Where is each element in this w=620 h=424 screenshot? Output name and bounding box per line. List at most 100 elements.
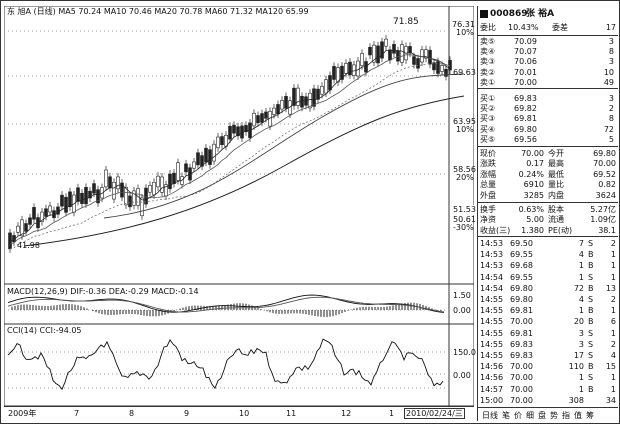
- tick-time: 14:56: [480, 362, 504, 372]
- panel-tab[interactable]: 盘: [538, 411, 546, 420]
- ma60-line: [103, 73, 465, 219]
- quote-row: 总量 6910 量比 0.82: [478, 180, 618, 190]
- quote-row: 外盘 3285 内盘 3624: [478, 191, 618, 201]
- tick-volume: 110: [568, 362, 584, 372]
- tick-side: B: [588, 306, 594, 316]
- candle-body: [64, 196, 68, 213]
- x-axis-label: 7: [74, 409, 80, 418]
- sell-order-row: 卖⑤ 70.09 3: [478, 37, 618, 47]
- macd-title: MACD(12,26,9) DIF:-0.36 DEA:-0.29 MACD:-…: [7, 287, 199, 296]
- order-label: 买①: [480, 94, 496, 103]
- candle-body: [24, 223, 28, 232]
- candle-body: [384, 38, 388, 47]
- candle-body: [120, 182, 124, 198]
- stat-value: 5.00: [526, 215, 544, 225]
- panel-tab[interactable]: 筹: [586, 411, 594, 420]
- panel-tab[interactable]: 价: [514, 411, 522, 420]
- stat-label: 净资: [480, 215, 496, 225]
- candle-body: [292, 87, 296, 106]
- tick-row: 14:55 69.81 3 S 1: [478, 329, 618, 339]
- weicha-value: 17: [605, 23, 616, 32]
- candle-body: [152, 181, 156, 196]
- macd-y-label: 1.50: [453, 291, 471, 300]
- buy-order-row: 买④ 69.80 72: [478, 125, 618, 135]
- candle-body: [328, 75, 332, 91]
- cci-y-label: 150.0: [453, 348, 476, 357]
- stat-label: 收益(三): [480, 225, 511, 235]
- candle-body: [156, 175, 160, 188]
- stat-row: 净资 5.00 流通 1.09亿: [478, 215, 618, 225]
- candle-body: [168, 173, 172, 190]
- ma10-label: MA10 70.46: [103, 7, 152, 16]
- macd-chart[interactable]: [4, 284, 474, 324]
- order-label: 买③: [480, 114, 496, 124]
- tick-volume: 1: [578, 261, 584, 271]
- candle-body: [420, 49, 424, 63]
- tick-price: 69.83: [510, 351, 533, 360]
- tick-price: 69.80: [510, 283, 533, 293]
- stat-label: 外盘: [480, 190, 496, 200]
- tick-time: 14:57: [480, 384, 504, 394]
- panel-tab[interactable]: 细: [526, 411, 534, 420]
- stat-label: 最低: [548, 169, 564, 179]
- cci-chart[interactable]: [4, 324, 474, 406]
- panel-tab[interactable]: 势: [550, 411, 558, 420]
- order-label: 卖①: [480, 77, 496, 87]
- tick-time: 14:53: [480, 250, 504, 260]
- candle-body: [112, 182, 116, 200]
- panel-tab[interactable]: 笔: [502, 411, 510, 420]
- y-axis-label: 10%: [456, 125, 474, 134]
- x-axis-current-date: 2010/02/24/三: [404, 408, 465, 419]
- tick-row: 14:56 70.00 110 B 15: [478, 362, 618, 372]
- candle-body: [380, 41, 384, 59]
- candle-body: [232, 124, 236, 134]
- tick-price: 70.00: [510, 317, 533, 327]
- candle-body: [208, 149, 212, 165]
- stat-value: 69.52: [593, 169, 616, 179]
- candle-body: [196, 152, 200, 166]
- candlestick-chart[interactable]: [4, 6, 474, 284]
- candle-body: [28, 217, 32, 225]
- x-axis-label: 11: [286, 409, 297, 418]
- candle-body: [272, 107, 276, 115]
- order-label: 卖④: [480, 47, 496, 57]
- tick-side: S: [588, 295, 594, 304]
- tick-side: S: [588, 339, 594, 349]
- candle-body: [124, 186, 128, 206]
- sell-order-row: 卖③ 70.06 3: [478, 57, 618, 67]
- y-axis-label: 76.31: [452, 20, 475, 29]
- order-volume: 3: [608, 57, 614, 67]
- order-volume: 5: [608, 134, 614, 144]
- stat-value: 69.80: [593, 149, 616, 158]
- tick-count: 2: [610, 339, 616, 349]
- tick-count: 4: [610, 351, 616, 360]
- candle-body: [44, 208, 48, 217]
- candle-body: [392, 44, 396, 54]
- stat-label: PE(动): [548, 225, 573, 235]
- panel-tab[interactable]: 值: [574, 411, 582, 420]
- candle-body: [32, 207, 36, 220]
- stat-label: 总量: [480, 180, 496, 190]
- tick-volume: 1: [578, 373, 584, 383]
- candle-body: [260, 113, 264, 123]
- stock-square-icon: [480, 10, 488, 18]
- stat-label: 最高: [548, 159, 564, 169]
- candle-body: [80, 192, 84, 204]
- y-axis-label: 69.63: [453, 68, 476, 77]
- order-label: 买④: [480, 124, 496, 134]
- tick-row: 14:53 69.50 7 S 2: [478, 239, 618, 249]
- candle-body: [408, 46, 412, 54]
- ma120-label: MA120 65.99: [255, 7, 309, 16]
- y-axis-label: 63.95: [453, 117, 476, 126]
- candle-body: [84, 187, 88, 205]
- stat-label: 今开: [548, 149, 564, 158]
- panel-tab[interactable]: 指: [562, 411, 570, 420]
- tick-volume: 1: [578, 306, 584, 316]
- order-price: 69.56: [514, 134, 537, 144]
- panel-tab[interactable]: 日线: [482, 411, 498, 420]
- y-axis-label: 50.61: [453, 215, 476, 224]
- candle-body: [132, 190, 136, 206]
- tick-row: 14:53 69.68 1 B 1: [478, 261, 618, 271]
- tick-side: B: [588, 384, 594, 394]
